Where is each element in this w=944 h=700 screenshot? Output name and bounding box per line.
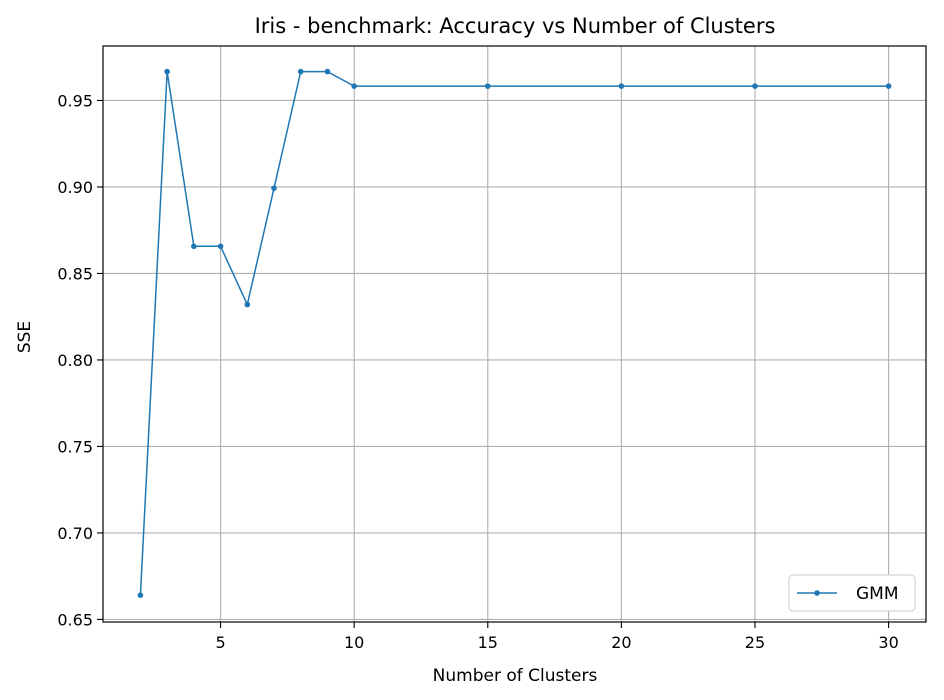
y-tick-label: 0.75 (57, 437, 93, 456)
data-point (618, 83, 625, 89)
data-point (885, 83, 892, 89)
x-tick-label: 10 (344, 633, 364, 652)
data-point (217, 243, 224, 250)
data-point (484, 83, 491, 89)
y-tick-label: 0.70 (57, 524, 93, 543)
data-point (244, 301, 251, 308)
y-tick-label: 0.95 (57, 91, 93, 110)
x-tick-label: 15 (478, 633, 498, 652)
legend-box (788, 574, 916, 612)
y-tick-label: 0.65 (57, 610, 93, 629)
data-point (324, 68, 331, 75)
data-point (271, 185, 277, 191)
data-point (752, 83, 758, 89)
y-axis: 0.65 0.70 0.75 0.80 0.85 0.90 0.95 (57, 91, 103, 629)
data-point (351, 83, 357, 89)
y-tick-label: 0.90 (57, 178, 93, 197)
data-point (137, 592, 144, 598)
plot-frame (102, 45, 927, 623)
y-tick-label: 0.80 (57, 351, 93, 370)
legend-marker-gmm (814, 590, 820, 596)
legend-label-gmm: GMM (856, 584, 899, 604)
x-tick-label: 5 (215, 633, 225, 652)
x-tick-label: 25 (745, 633, 765, 652)
y-tick-label: 0.85 (57, 264, 93, 283)
x-axis: 5 10 15 20 25 30 (215, 622, 899, 652)
chart-title: Iris - benchmark: Accuracy vs Number of … (255, 14, 776, 38)
legend: GMM (788, 574, 916, 612)
x-tick-label: 20 (611, 633, 631, 652)
data-point (191, 243, 197, 250)
data-point (164, 68, 170, 75)
y-axis-title: SSE (15, 321, 35, 353)
series-layer (137, 68, 892, 598)
x-tick-label: 30 (878, 633, 898, 652)
data-point (297, 68, 304, 75)
x-axis-title: Number of Clusters (433, 666, 598, 686)
grid (103, 46, 926, 622)
